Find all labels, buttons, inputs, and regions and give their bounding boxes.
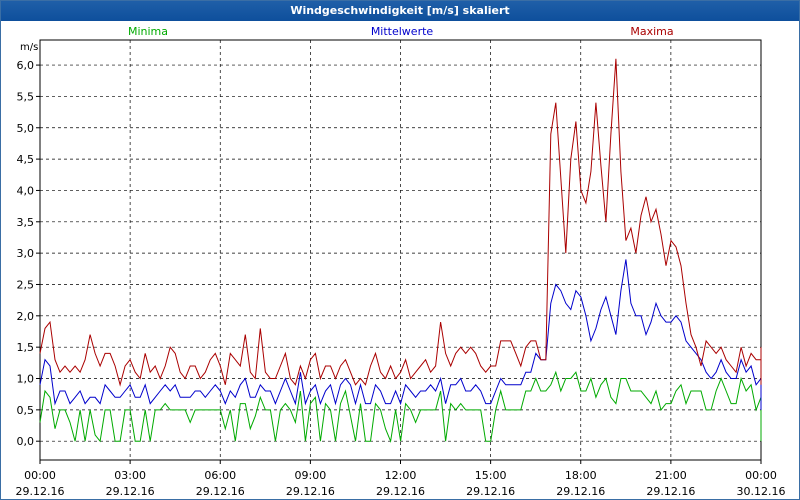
y-tick-label: 2,5	[17, 278, 35, 291]
x-tick-time-label: 18:00	[565, 469, 597, 482]
y-tick-label: 2,0	[17, 310, 35, 323]
x-tick-time-label: 06:00	[204, 469, 236, 482]
x-tick-date-label: 30.12.16	[737, 485, 786, 498]
y-tick-label: 5,0	[17, 122, 35, 135]
x-tick-date-label: 29.12.16	[556, 485, 605, 498]
legend-entry-minima: Minima	[128, 25, 168, 38]
window-title: Windgeschwindigkeit [m/s] skaliert	[1, 1, 799, 21]
legend-entry-maxima: Maxima	[630, 25, 673, 38]
y-tick-label: 0,0	[17, 435, 35, 448]
y-tick-label: 5,5	[17, 90, 35, 103]
x-tick-time-label: 00:00	[745, 469, 777, 482]
legend: Minima Mittelwerte Maxima	[128, 25, 674, 38]
y-tick-label: 0,5	[17, 404, 35, 417]
x-tick-time-label: 12:00	[385, 469, 417, 482]
series-group	[39, 58, 762, 444]
y-tick-label: 3,5	[17, 216, 35, 229]
series-line-maxima	[39, 58, 762, 387]
x-tick-time-label: 21:00	[655, 469, 687, 482]
y-axis-label: m/s	[20, 42, 38, 53]
y-tick-label: 6,0	[17, 59, 35, 72]
y-tick-label: 1,0	[17, 373, 35, 386]
x-tick-date-label: 29.12.16	[16, 485, 65, 498]
y-tick-label: 4,0	[17, 184, 35, 197]
x-tick-time-label: 00:00	[24, 469, 56, 482]
x-tick-date-label: 29.12.16	[286, 485, 335, 498]
y-tick-label: 3,0	[17, 247, 35, 260]
y-tick-label: 4,5	[17, 153, 35, 166]
y-tick-label: 1,5	[17, 341, 35, 354]
x-tick-date-label: 29.12.16	[376, 485, 425, 498]
x-tick-date-label: 29.12.16	[196, 485, 245, 498]
legend-entry-mittelwerte: Mittelwerte	[371, 25, 434, 38]
x-tick-time-label: 03:00	[114, 469, 146, 482]
axes: 0,0 0,5 1,0 1,5 2,0 2,5 3,0 3,5 4,0 4,5 5,0 5,5 6,0 0…	[16, 59, 786, 498]
x-tick-date-label: 29.12.16	[466, 485, 515, 498]
x-tick-time-label: 09:00	[295, 469, 327, 482]
x-tick-time-label: 15:00	[475, 469, 507, 482]
x-tick-date-label: 29.12.16	[646, 485, 695, 498]
series-line-mittelwerte	[39, 259, 762, 410]
x-tick-date-label: 29.12.16	[106, 485, 155, 498]
